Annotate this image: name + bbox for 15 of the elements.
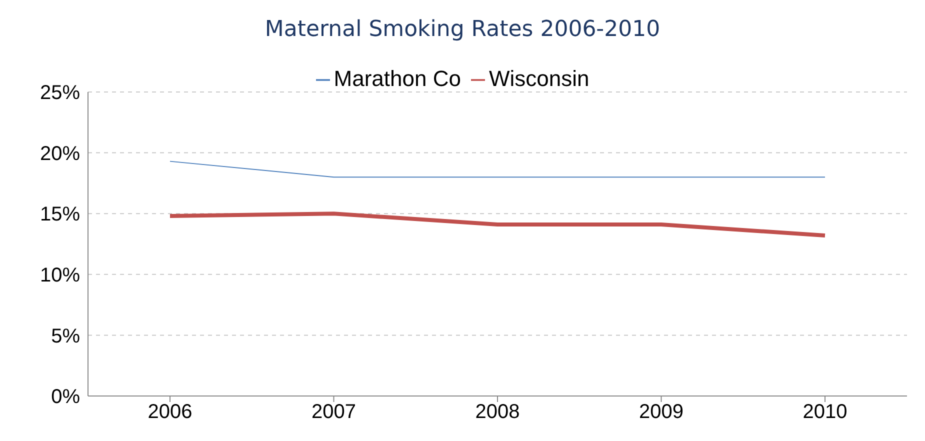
y-tick-label: 0% bbox=[51, 386, 80, 408]
y-tick-label: 5% bbox=[51, 325, 80, 348]
x-tick-label: 2006 bbox=[148, 401, 192, 424]
chart-title: Maternal Smoking Rates 2006-2010 bbox=[264, 16, 662, 44]
y-tick-label: 15% bbox=[40, 204, 80, 226]
x-tick-label: 2010 bbox=[802, 401, 848, 424]
x-tick-label: 2009 bbox=[639, 401, 684, 424]
x-tick-label: 2007 bbox=[312, 401, 356, 424]
x-tick-label: 2008 bbox=[475, 401, 520, 424]
y-tick-label: 20% bbox=[40, 142, 80, 165]
line-series bbox=[168, 212, 827, 238]
legend-label: Wisconsin bbox=[488, 66, 590, 91]
legend-label: Marathon Co bbox=[334, 66, 461, 91]
y-tick-label: 25% bbox=[40, 82, 80, 104]
y-tick-label: 10% bbox=[40, 264, 80, 286]
